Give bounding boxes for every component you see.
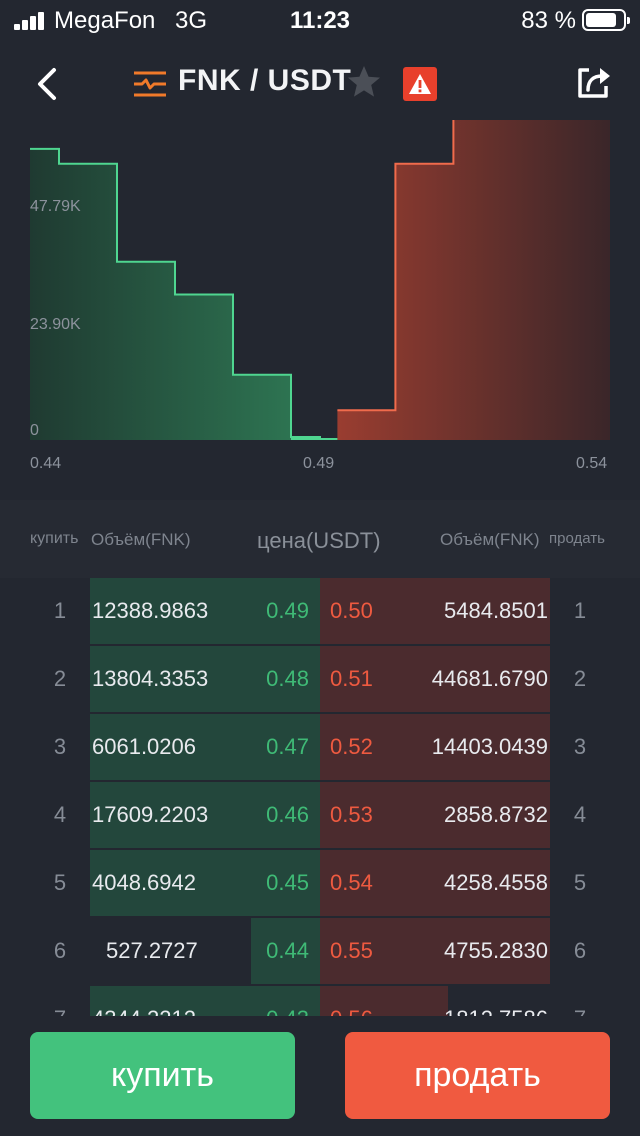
- bid-depth-bar: [251, 918, 320, 984]
- orderbook-header: купить Объём(FNK) цена(USDT) Объём(FNK) …: [0, 500, 640, 578]
- bid-depth-bar: [90, 714, 320, 780]
- bid-volume: 13804.3353: [92, 666, 209, 691]
- bid-price: 0.45: [266, 870, 309, 895]
- bid-row-number: 6: [53, 938, 67, 963]
- y-tick-top: 47.79K: [30, 198, 81, 215]
- ask-price: 0.53: [330, 802, 373, 827]
- ask-price: 0.56: [330, 1006, 373, 1016]
- bid-volume: 527.2727: [106, 938, 198, 963]
- ask-row-number: 2: [573, 666, 587, 691]
- ask-depth-bar: [320, 986, 448, 1016]
- ask-row-number: 5: [573, 870, 587, 895]
- sell-button[interactable]: продать: [345, 1032, 610, 1119]
- orderbook: 1 12388.9863 0.49 0.50 5484.8501 1 2 13804.3353…: [0, 578, 640, 1016]
- y-tick-mid: 23.90K: [30, 316, 81, 333]
- bid-price: 0.47: [266, 734, 309, 759]
- col-buy: купить: [30, 530, 79, 547]
- bid-volume: 4344.2212: [92, 1006, 196, 1016]
- share-icon[interactable]: [574, 64, 612, 102]
- bid-depth-line: [30, 147, 321, 440]
- buy-button[interactable]: купить: [30, 1032, 295, 1119]
- ask-row-number: 7: [560, 1006, 600, 1016]
- orderbook-row[interactable]: 3 6061.0206 0.47 0.52 14403.0439 3: [0, 714, 640, 780]
- favorite-star-icon[interactable]: [346, 64, 382, 100]
- bid-depth-bar: [90, 646, 320, 712]
- ask-row-number: 1: [573, 598, 587, 623]
- bid-volume: 12388.9863: [92, 598, 209, 623]
- status-bar: MegaFon 3G 11:23 83 %: [0, 0, 640, 40]
- col-sell: продать: [549, 530, 605, 547]
- ask-price: 0.50: [330, 598, 373, 623]
- bid-row-number: 5: [53, 870, 67, 895]
- col-bid-volume: Объём(FNK): [91, 530, 191, 549]
- ask-volume: 4258.4558: [444, 870, 548, 895]
- bid-row-number: 1: [53, 598, 67, 623]
- bid-price: 0.49: [266, 598, 309, 623]
- orderbook-row[interactable]: 4 17609.2203 0.46 0.53 2858.8732 4: [0, 782, 640, 848]
- battery-level: [586, 13, 616, 27]
- bid-volume: 4048.6942: [92, 870, 196, 895]
- ask-depth-bar: [320, 850, 550, 916]
- orderbook-row[interactable]: 2 13804.3353 0.48 0.51 44681.6790 2: [0, 646, 640, 712]
- bid-price: 0.46: [266, 802, 309, 827]
- ask-row-number: 4: [573, 802, 587, 827]
- ask-row-number: 6: [573, 938, 587, 963]
- ask-price: 0.52: [330, 734, 373, 759]
- app-header: FNK / USDT: [0, 48, 640, 118]
- orderbook-row[interactable]: 1 12388.9863 0.49 0.50 5484.8501 1: [0, 578, 640, 644]
- ask-depth-bar: [320, 578, 550, 644]
- bid-depth-bar: [90, 850, 320, 916]
- action-bar: купить продать: [0, 1016, 640, 1136]
- ask-depth-bar: [320, 782, 550, 848]
- ask-volume: 2858.8732: [444, 802, 548, 827]
- ask-depth-bar: [320, 646, 550, 712]
- ask-depth-bar: [320, 714, 550, 780]
- ask-depth-area: [337, 95, 610, 440]
- signal-strength-icon: [14, 12, 46, 30]
- ask-price: 0.54: [330, 870, 373, 895]
- ask-volume: 14403.0439: [431, 734, 548, 759]
- y-tick-zero: 0: [30, 422, 39, 439]
- bid-price: 0.43: [266, 1006, 309, 1016]
- orderbook-row[interactable]: 5 4048.6942 0.45 0.54 4258.4558 5: [0, 850, 640, 916]
- depth-chart-plot: [30, 94, 610, 440]
- bid-row-number: 7: [40, 1006, 80, 1016]
- carrier-name: MegaFon: [54, 7, 156, 34]
- x-tick-min: 0.44: [30, 455, 62, 472]
- bid-depth-bar: [90, 782, 320, 848]
- ask-volume: 4755.2830: [444, 938, 548, 963]
- orderbook-row[interactable]: 6 527.2727 0.44 0.55 4755.2830 6: [0, 918, 640, 984]
- ask-price: 0.51: [330, 666, 373, 691]
- depth-chart: 47.79K 23.90K 0 0.44 0.49 0.54: [0, 94, 640, 480]
- bid-row-number: 2: [53, 666, 67, 691]
- bid-depth-bar: [90, 986, 320, 1016]
- bid-volume: 17609.2203: [92, 802, 209, 827]
- col-ask-volume: Объём(FNK): [440, 530, 540, 549]
- clock: 11:23: [289, 7, 351, 34]
- pair-menu-icon[interactable]: [132, 70, 168, 98]
- ask-volume: 5484.8501: [444, 598, 548, 623]
- ask-price: 0.55: [330, 938, 373, 963]
- orderbook-row[interactable]: 7 4344.2212 0.43 0.56 1812.7586 7: [0, 986, 640, 1016]
- ask-volume: 44681.6790: [431, 666, 548, 691]
- trading-pair-title[interactable]: FNK / USDT: [178, 64, 352, 97]
- battery-icon: [582, 9, 630, 31]
- x-tick-max: 0.54: [576, 455, 608, 472]
- warning-icon[interactable]: [403, 67, 437, 101]
- bid-row-number: 4: [53, 802, 67, 827]
- ask-depth-bar: [320, 918, 550, 984]
- battery-percent: 83 %: [521, 7, 576, 34]
- bid-row-number: 3: [53, 734, 67, 759]
- bid-price: 0.48: [266, 666, 309, 691]
- back-arrow-icon[interactable]: [30, 64, 66, 104]
- bid-volume: 6061.0206: [92, 734, 196, 759]
- ask-row-number: 3: [573, 734, 587, 759]
- network-type: 3G: [175, 7, 208, 34]
- x-tick-mid: 0.49: [303, 455, 335, 472]
- bid-price: 0.44: [266, 938, 309, 963]
- col-price: цена(USDT): [257, 528, 381, 553]
- ask-volume: 1812.7586: [444, 1006, 548, 1016]
- bid-depth-bar: [90, 578, 320, 644]
